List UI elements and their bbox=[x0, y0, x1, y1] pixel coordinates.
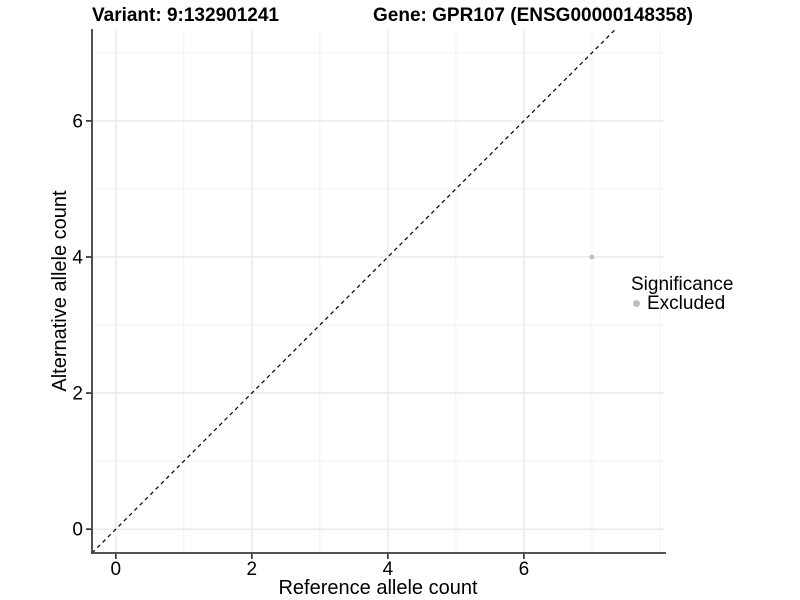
y-tick-label-2: 2 bbox=[72, 384, 83, 405]
legend: Significance Excluded bbox=[631, 274, 734, 313]
y-axis-title: Alternative allele count bbox=[49, 190, 71, 392]
y-tick-label-6: 6 bbox=[72, 111, 83, 132]
gene-title: Gene: GPR107 (ENSG00000148358) bbox=[373, 5, 694, 26]
x-tick-label-6: 6 bbox=[519, 559, 530, 580]
identity-line bbox=[91, 28, 617, 554]
legend-item-label: Excluded bbox=[647, 293, 726, 314]
x-tick-label-0: 0 bbox=[111, 559, 122, 580]
x-tick-label-4: 4 bbox=[383, 559, 394, 580]
legend-title: Significance bbox=[631, 274, 734, 295]
x-axis-title: Reference allele count bbox=[278, 577, 478, 599]
legend-point-icon bbox=[633, 300, 640, 307]
variant-title: Variant: 9:132901241 bbox=[92, 5, 279, 26]
data-point-excluded bbox=[589, 254, 595, 260]
x-tick-label-2: 2 bbox=[247, 559, 258, 580]
y-tick-label-4: 4 bbox=[72, 247, 83, 268]
y-tick-label-0: 0 bbox=[72, 520, 83, 541]
legend-item-excluded: Excluded bbox=[631, 294, 733, 313]
